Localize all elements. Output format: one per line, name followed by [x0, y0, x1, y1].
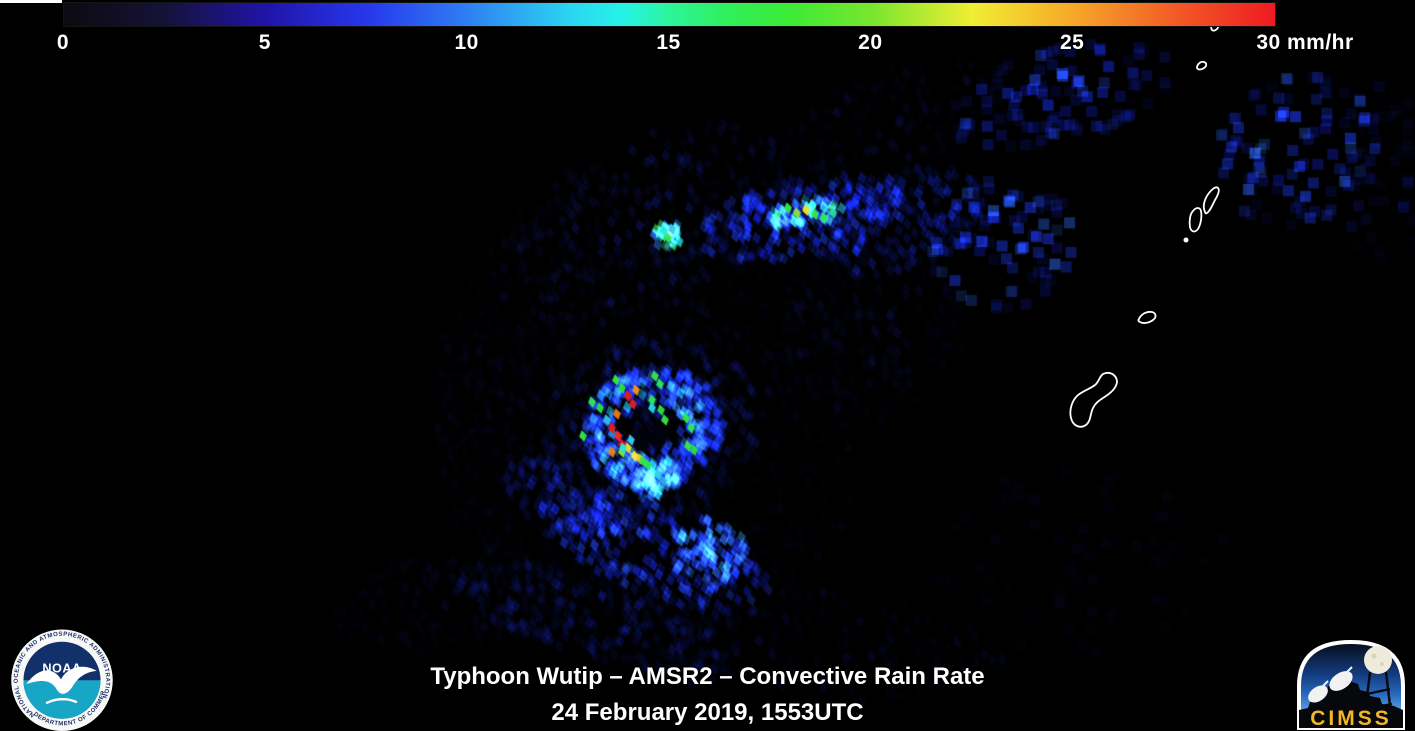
noaa-acronym: NOAA	[42, 662, 81, 676]
colorbar-tick-labels: 0 5 10 15 20 25 30 mm/hr	[0, 31, 1415, 57]
island-outline	[1202, 186, 1220, 215]
island-outline	[1196, 60, 1208, 71]
colorbar-tick-label: 5	[258, 31, 271, 54]
cimss-dish-icon	[1308, 680, 1329, 703]
moon-crater	[1371, 653, 1377, 659]
colorbar-tick-label: 20	[858, 31, 883, 54]
moon-crater	[1380, 662, 1384, 666]
island-outline	[1188, 207, 1203, 233]
colorbar-tick-label: 0	[56, 31, 70, 54]
colorbar-tick-label: 10	[454, 31, 479, 54]
colorbar-gradient	[63, 2, 1276, 27]
colorbar-tick-label: 30 mm/hr	[1256, 31, 1354, 54]
noaa-logo: NATIONAL OCEANIC AND ATMOSPHERIC ADMINIS…	[4, 622, 116, 731]
top-edge-artifact	[0, 0, 62, 3]
island-outline	[1137, 310, 1157, 324]
cimss-label: CIMSS	[1310, 707, 1392, 730]
island-outline	[1069, 371, 1118, 428]
cimss-logo: CIMSS	[1297, 639, 1405, 730]
island-outline	[1183, 237, 1189, 243]
image-title: Typhoon Wutip – AMSR2 – Convective Rain …	[430, 663, 985, 690]
cimss-dish-icon	[1329, 666, 1353, 691]
cimss-building-silhouette	[1299, 674, 1403, 728]
colorbar-tick-label: 15	[656, 31, 681, 54]
image-timestamp: 24 February 2019, 1553UTC	[551, 699, 864, 726]
cimss-moon-icon	[1364, 646, 1392, 674]
colorbar-tick-label: 25	[1059, 31, 1085, 54]
noaa-seagull-icon	[26, 666, 97, 694]
noaa-wave-icon	[45, 697, 78, 704]
